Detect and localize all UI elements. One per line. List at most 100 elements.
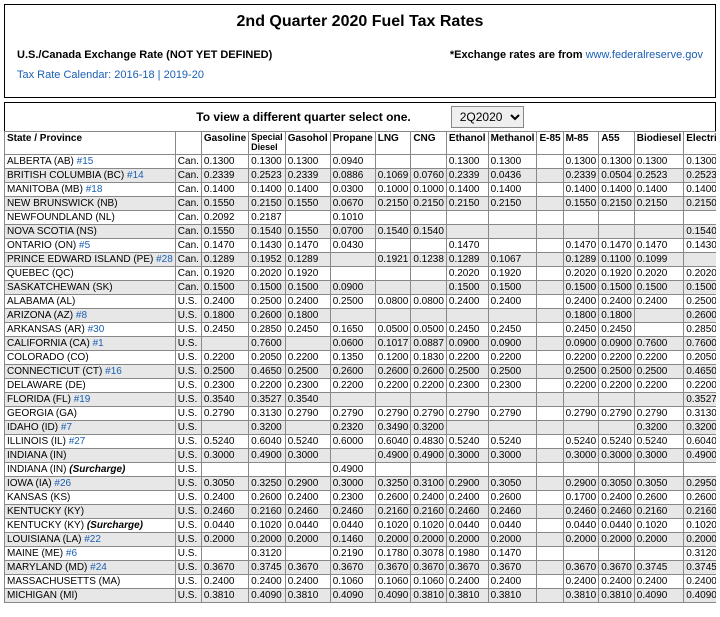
rate-cell: 0.1500: [249, 280, 286, 294]
rate-cell: 0.2000: [285, 532, 330, 546]
rate-cell: 0.2400: [446, 490, 488, 504]
rate-cell: 0.2150: [446, 196, 488, 210]
rate-cell: [488, 420, 537, 434]
rate-cell: 0.0900: [563, 336, 599, 350]
rate-cell: 0.1920: [285, 266, 330, 280]
rate-cell: 0.3670: [446, 560, 488, 574]
rate-cell: 0.2200: [488, 350, 537, 364]
footnote-link[interactable]: #6: [66, 548, 77, 559]
footnote-link[interactable]: #5: [79, 240, 90, 251]
rate-cell: [446, 462, 488, 476]
rate-cell: [285, 210, 330, 224]
rate-cell: 0.3540: [201, 392, 248, 406]
col-header: CNG: [411, 132, 447, 155]
rate-cell: [563, 462, 599, 476]
rate-cell: 0.2500: [563, 364, 599, 378]
rate-cell: [411, 154, 447, 168]
rate-cell: [330, 392, 375, 406]
rate-cell: 0.1020: [411, 518, 447, 532]
footnote-link[interactable]: #19: [74, 394, 91, 405]
rate-cell: [634, 546, 683, 560]
rate-cell: 0.1921: [375, 252, 411, 266]
footnote-link[interactable]: #14: [127, 170, 144, 181]
footnote-link[interactable]: #18: [86, 184, 103, 195]
rate-cell: 0.2460: [563, 504, 599, 518]
rate-cell: 0.1400: [285, 182, 330, 196]
rate-cell: 0.2000: [488, 532, 537, 546]
quarter-select[interactable]: 2Q2020: [451, 106, 524, 128]
table-row: GEORGIA (GA)U.S.0.27900.31300.27900.2790…: [5, 406, 717, 420]
col-header: Gasoline: [201, 132, 248, 155]
rate-cell: [684, 462, 716, 476]
rate-cell: [488, 238, 537, 252]
footnote-link[interactable]: #30: [88, 324, 105, 335]
exchange-note-link[interactable]: www.federalreserve.gov: [586, 49, 703, 61]
rate-cell: 0.3250: [375, 476, 411, 490]
calendar-link-2[interactable]: 2019-20: [164, 69, 204, 81]
rate-cell: [599, 546, 635, 560]
table-row: MAINE (ME) #6U.S.0.31200.21900.17800.307…: [5, 546, 717, 560]
rate-cell: [375, 280, 411, 294]
state-cell: KENTUCKY (KY) (Surcharge): [5, 518, 176, 532]
rate-cell: [537, 434, 563, 448]
rate-cell: 0.2600: [375, 490, 411, 504]
footnote-link[interactable]: #7: [61, 422, 72, 433]
rate-cell: 0.2400: [563, 574, 599, 588]
rate-cell: [684, 252, 716, 266]
rate-cell: 0.1470: [488, 546, 537, 560]
footnote-link[interactable]: #15: [77, 156, 94, 167]
rate-cell: [330, 308, 375, 322]
rate-cell: 0.4090: [375, 588, 411, 602]
rate-cell: 0.3810: [599, 588, 635, 602]
footnote-link[interactable]: #26: [54, 478, 71, 489]
country-cell: Can.: [175, 182, 201, 196]
rate-cell: 0.0887: [411, 336, 447, 350]
rate-cell: 0.1500: [488, 280, 537, 294]
rate-cell: 0.1550: [285, 196, 330, 210]
rate-cell: 0.2900: [446, 476, 488, 490]
rate-cell: 0.3810: [411, 588, 447, 602]
footnote-link[interactable]: #22: [84, 534, 101, 545]
rate-cell: 0.2020: [634, 266, 683, 280]
rate-cell: 0.2020: [249, 266, 286, 280]
rate-cell: 0.2400: [249, 574, 286, 588]
rate-cell: 0.1500: [684, 280, 716, 294]
rate-cell: 0.1069: [375, 168, 411, 182]
rate-cell: 0.3250: [249, 476, 286, 490]
rate-cell: 0.2400: [634, 574, 683, 588]
calendar-link-1[interactable]: 2016-18: [114, 69, 154, 81]
rate-cell: 0.0800: [411, 294, 447, 308]
rate-cell: 0.2200: [599, 378, 635, 392]
footnote-link[interactable]: #16: [105, 366, 122, 377]
table-row: NEWFOUNDLAND (NL)Can.0.20920.21870.1010: [5, 210, 717, 224]
rate-cell: 0.2150: [599, 196, 635, 210]
rate-cell: 0.1550: [201, 196, 248, 210]
rate-cell: [537, 154, 563, 168]
table-row: BRITISH COLUMBIA (BC) #14Can.0.23390.252…: [5, 168, 717, 182]
rate-cell: [411, 266, 447, 280]
footnote-link[interactable]: #8: [76, 310, 87, 321]
footnote-link[interactable]: #24: [90, 562, 107, 573]
country-cell: U.S.: [175, 518, 201, 532]
rate-cell: 0.4090: [249, 588, 286, 602]
rate-cell: 0.4650: [684, 364, 716, 378]
rate-cell: 0.1289: [201, 252, 248, 266]
state-cell: MASSACHUSETTS (MA): [5, 574, 176, 588]
rate-cell: 0.3000: [488, 448, 537, 462]
table-row: ALBERTA (AB) #15Can.0.13000.13000.13000.…: [5, 154, 717, 168]
rate-cell: [330, 448, 375, 462]
state-cell: CONNECTICUT (CT) #16: [5, 364, 176, 378]
rate-cell: 0.2400: [599, 294, 635, 308]
rate-cell: 0.2790: [488, 406, 537, 420]
footnote-link[interactable]: #1: [93, 338, 104, 349]
footnote-link[interactable]: #28: [156, 254, 173, 265]
rate-cell: 0.1800: [201, 308, 248, 322]
rate-cell: 0.4090: [634, 588, 683, 602]
rate-cell: 0.1920: [599, 266, 635, 280]
rate-cell: 0.2523: [249, 168, 286, 182]
table-row: MICHIGAN (MI)U.S.0.38100.40900.38100.409…: [5, 588, 717, 602]
rate-cell: 0.3745: [684, 560, 716, 574]
state-cell: ONTARIO (ON) #5: [5, 238, 176, 252]
rate-cell: [537, 560, 563, 574]
footnote-link[interactable]: #27: [69, 436, 86, 447]
